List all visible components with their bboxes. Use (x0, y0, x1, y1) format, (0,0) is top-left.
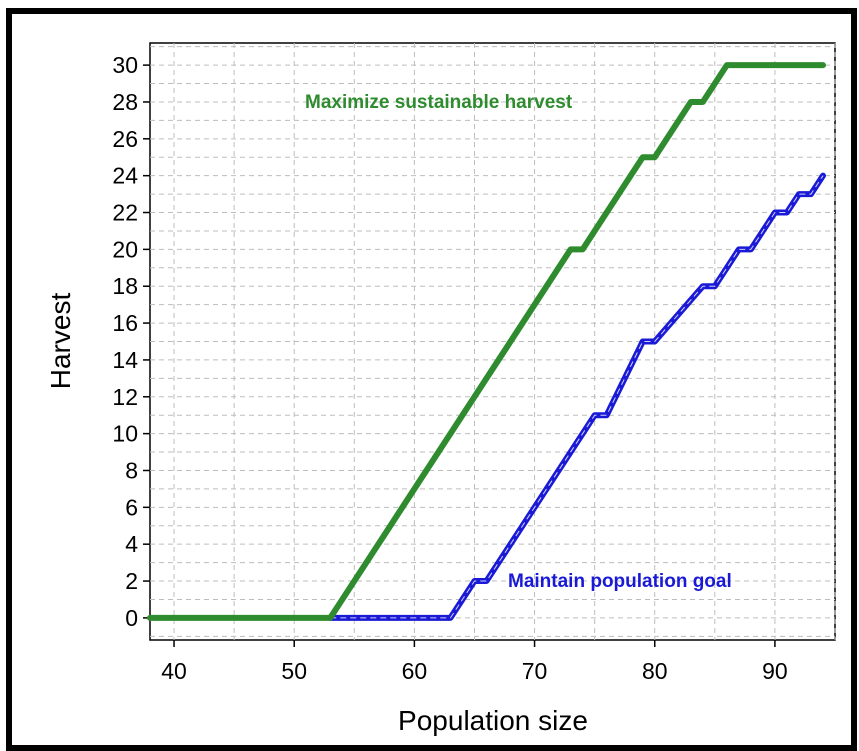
x-axis-label: Population size (398, 705, 588, 736)
y-tick-label: 0 (125, 605, 138, 631)
x-tick-label: 50 (281, 658, 307, 684)
y-tick-label: 14 (112, 347, 138, 373)
y-axis-label: Harvest (45, 293, 76, 390)
y-tick-label: 4 (125, 531, 138, 557)
grid (150, 43, 836, 640)
y-tick-label: 2 (125, 568, 138, 594)
y-tick-label: 28 (112, 89, 138, 115)
series-line-maintain-highlight (330, 175, 824, 619)
x-tick-label: 70 (522, 658, 548, 684)
y-tick-label: 22 (112, 200, 138, 226)
x-tick-label: 40 (161, 658, 187, 684)
x-tick-label: 60 (402, 658, 428, 684)
x-tick-label: 90 (762, 658, 788, 684)
y-tick-label: 8 (125, 457, 138, 483)
y-tick-label: 24 (112, 163, 138, 189)
series-line-maximize (147, 62, 826, 621)
annotation-maximize: Maximize sustainable harvest (305, 92, 573, 113)
y-tick-label: 26 (112, 126, 138, 152)
y-tick-label: 10 (112, 421, 138, 447)
y-tick-label: 6 (125, 494, 138, 520)
series-lines (147, 62, 826, 621)
y-tick-label: 30 (112, 52, 138, 78)
y-tick-label: 16 (112, 310, 138, 336)
annotation-maintain: Maintain population goal (508, 571, 732, 592)
x-tick-label: 80 (642, 658, 668, 684)
y-tick-label: 18 (112, 273, 138, 299)
y-tick-label: 12 (112, 384, 138, 410)
y-tick-label: 20 (112, 236, 138, 262)
